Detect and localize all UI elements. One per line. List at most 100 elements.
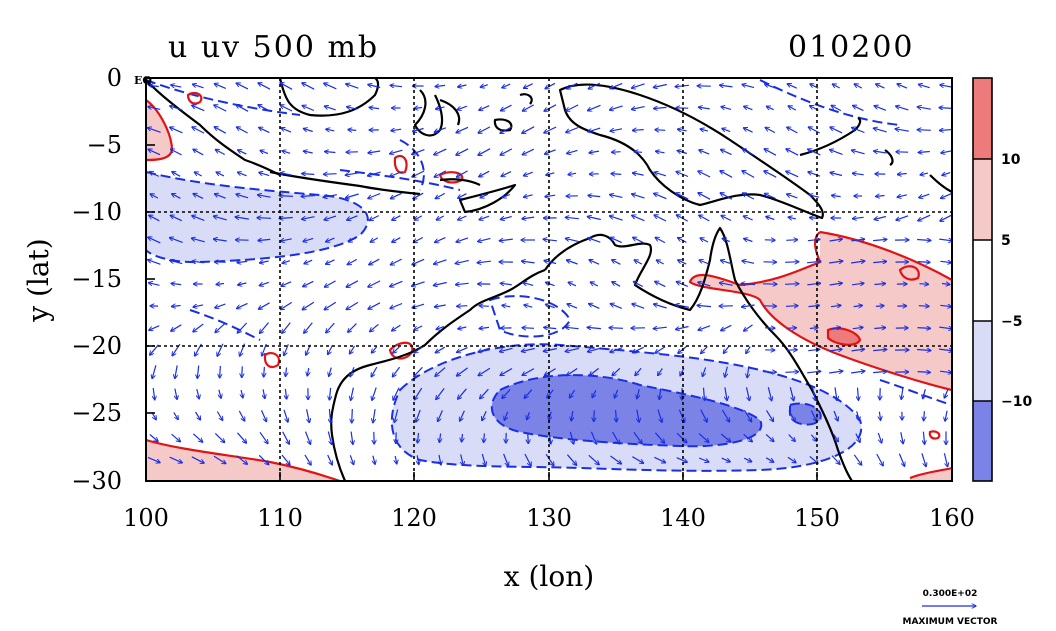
wind-vector	[434, 127, 447, 132]
wind-vector	[192, 127, 205, 134]
wind-vector	[609, 105, 623, 110]
wind-vector	[373, 409, 375, 423]
wind-vector	[280, 173, 292, 175]
wind-vector	[280, 239, 292, 241]
wind-vector	[172, 194, 181, 199]
wind-vector	[877, 432, 881, 443]
wind-vector	[522, 104, 534, 111]
wind-vector	[148, 237, 161, 244]
x-tick-label: 120	[391, 504, 437, 532]
wind-vector	[259, 127, 270, 134]
wind-vector	[523, 83, 533, 89]
wind-vector	[213, 239, 227, 241]
wind-vector	[236, 83, 249, 90]
wind-vector	[702, 367, 707, 376]
wind-vector	[917, 328, 931, 329]
wind-vector	[631, 106, 645, 110]
wind-vector	[395, 455, 397, 464]
wind-vector	[456, 237, 469, 242]
wind-vector	[589, 367, 599, 375]
wind-vector	[676, 193, 689, 200]
wind-vector	[169, 238, 183, 243]
wind-vector	[323, 174, 337, 175]
wind-vector	[346, 280, 359, 287]
wind-vector	[807, 239, 820, 240]
wind-vector	[741, 305, 755, 307]
wind-vector	[348, 237, 357, 242]
wind-vector	[500, 126, 513, 134]
wind-vector	[416, 409, 421, 422]
wind-vector	[368, 151, 381, 153]
wind-vector	[852, 173, 864, 175]
wind-vector	[393, 346, 400, 353]
wind-vector	[594, 410, 595, 421]
wind-vector	[918, 214, 931, 221]
wind-vector	[590, 431, 596, 444]
wind-vector	[698, 282, 711, 287]
wind-vector	[194, 411, 201, 420]
wind-vector	[721, 149, 732, 156]
wind-vector	[721, 457, 731, 462]
wind-vector	[653, 83, 667, 88]
wind-vector	[632, 304, 645, 309]
wind-vector	[173, 412, 178, 419]
wind-vector	[901, 432, 903, 444]
wind-vector	[612, 152, 621, 153]
wind-vector	[280, 301, 293, 309]
wind-vector	[810, 84, 819, 89]
wind-vector	[543, 348, 557, 352]
wind-vector	[921, 453, 926, 466]
wind-vector	[480, 193, 489, 198]
wind-vector	[367, 171, 381, 176]
colorbar-band-neg	[973, 321, 992, 401]
wind-vector	[657, 409, 662, 423]
wind-vector	[699, 260, 710, 265]
wind-vector	[284, 344, 289, 355]
wind-vector	[434, 305, 446, 307]
wind-vector	[414, 366, 423, 376]
x-tick-label: 160	[929, 504, 975, 532]
y-tick-label: 0	[107, 64, 122, 92]
wind-vector	[873, 239, 887, 240]
wind-vector	[281, 454, 290, 465]
wind-vector	[216, 172, 225, 177]
wind-vector	[264, 366, 265, 377]
wind-vector	[456, 170, 468, 177]
wind-vector	[390, 192, 402, 198]
y-tick-label: −10	[71, 198, 122, 226]
wind-vector	[701, 346, 708, 354]
wind-vector	[286, 367, 287, 377]
wind-vector	[829, 371, 843, 373]
wind-vector	[170, 106, 183, 111]
wind-vector	[721, 107, 732, 110]
y-tick-label: −20	[71, 332, 122, 360]
wind-vector	[414, 387, 423, 400]
wind-vector	[456, 367, 468, 376]
wind-vector	[302, 83, 315, 90]
wind-vector	[149, 325, 160, 331]
wind-vector	[852, 128, 865, 134]
wind-vector	[831, 195, 841, 196]
wind-vector	[700, 409, 707, 422]
wind-vector	[479, 105, 490, 111]
wind-vector	[213, 455, 226, 463]
wind-vector	[940, 261, 951, 262]
wind-vector	[150, 344, 159, 355]
wind-vector	[170, 127, 183, 134]
wind-vector	[939, 239, 952, 241]
wind-vector	[435, 192, 446, 198]
wind-vector	[392, 366, 401, 377]
wind-vector	[456, 126, 469, 132]
wind-vector	[346, 301, 359, 309]
wind-vector	[192, 216, 205, 221]
wind-vector	[743, 409, 751, 422]
wind-vector	[655, 281, 666, 288]
wind-vector	[175, 388, 177, 400]
x-tick-label: 110	[257, 504, 303, 532]
wind-vector	[698, 457, 709, 462]
wind-vector	[282, 431, 290, 444]
wind-vector	[478, 126, 491, 133]
wind-vector	[874, 328, 885, 329]
wind-vector	[614, 389, 617, 398]
wind-vector	[654, 172, 667, 177]
